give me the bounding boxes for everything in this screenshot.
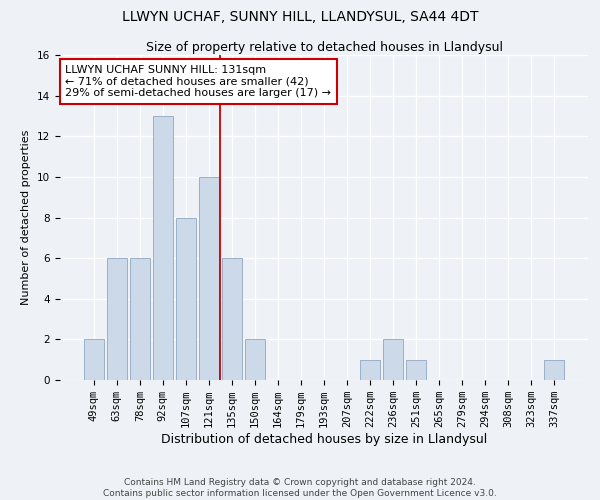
Bar bbox=[245, 340, 265, 380]
Text: LLWYN UCHAF, SUNNY HILL, LLANDYSUL, SA44 4DT: LLWYN UCHAF, SUNNY HILL, LLANDYSUL, SA44… bbox=[122, 10, 478, 24]
Bar bbox=[360, 360, 380, 380]
Bar bbox=[84, 340, 104, 380]
Bar bbox=[544, 360, 564, 380]
Bar bbox=[222, 258, 242, 380]
Bar bbox=[130, 258, 149, 380]
Bar bbox=[176, 218, 196, 380]
Bar bbox=[383, 340, 403, 380]
Text: Contains HM Land Registry data © Crown copyright and database right 2024.
Contai: Contains HM Land Registry data © Crown c… bbox=[103, 478, 497, 498]
Bar bbox=[153, 116, 173, 380]
Y-axis label: Number of detached properties: Number of detached properties bbox=[22, 130, 31, 305]
Text: LLWYN UCHAF SUNNY HILL: 131sqm
← 71% of detached houses are smaller (42)
29% of : LLWYN UCHAF SUNNY HILL: 131sqm ← 71% of … bbox=[65, 64, 331, 98]
Bar bbox=[199, 177, 218, 380]
X-axis label: Distribution of detached houses by size in Llandysul: Distribution of detached houses by size … bbox=[161, 433, 487, 446]
Title: Size of property relative to detached houses in Llandysul: Size of property relative to detached ho… bbox=[146, 41, 503, 54]
Bar bbox=[406, 360, 426, 380]
Bar bbox=[107, 258, 127, 380]
